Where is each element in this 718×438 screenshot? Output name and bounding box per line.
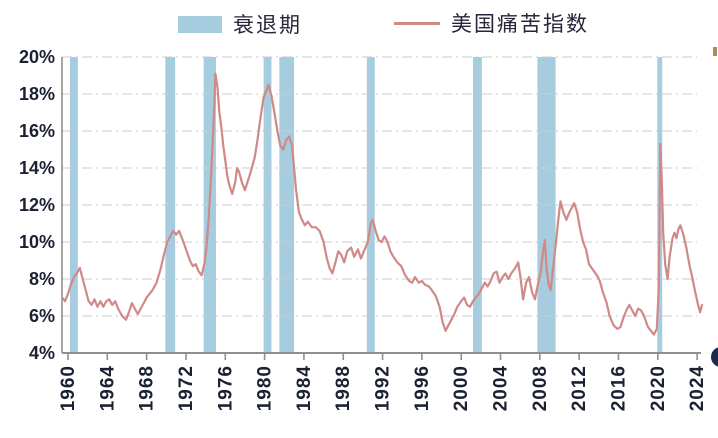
x-tick-label: 1964 [97, 365, 118, 411]
x-tick-label: 1984 [294, 365, 315, 411]
legend-item-misery-index: 美国痛苦指数 [394, 8, 589, 38]
misery-index-line [60, 72, 704, 336]
x-tick-label: 2016 [608, 365, 629, 411]
legend-item-recession: 衰退期 [178, 9, 302, 39]
recession-label: 衰退期 [233, 13, 302, 37]
x-tick-label: 1972 [176, 365, 197, 411]
x-tick-label: 1988 [333, 365, 354, 411]
x-tick-label: 2008 [530, 365, 551, 411]
x-tick-label: 2020 [648, 365, 669, 411]
y-tick-label: 12% [19, 195, 55, 215]
clipped-circle-decoration [711, 347, 718, 367]
y-tick-label: 20% [19, 47, 55, 67]
clipped-mark-decoration [713, 47, 717, 56]
x-tick-label: 2012 [569, 365, 590, 411]
x-tick-label: 2004 [491, 365, 512, 411]
recession-band-swatch-icon [178, 15, 222, 33]
x-tick-label: 1960 [58, 365, 79, 411]
y-tick-label: 14% [19, 158, 55, 178]
x-tick-label: 1976 [215, 365, 236, 411]
y-tick-label: 16% [19, 121, 55, 141]
x-tick-label: 2024 [687, 365, 708, 411]
x-tick-label: 1996 [412, 365, 433, 411]
y-tick-label: 6% [29, 306, 55, 326]
recession-band [69, 57, 78, 353]
x-tick-label: 1992 [373, 365, 394, 411]
x-tick-label: 1968 [137, 365, 158, 411]
series-line-swatch-icon [394, 21, 440, 25]
y-tick-label: 4% [29, 343, 55, 363]
y-tick-label: 10% [19, 232, 55, 252]
x-tick-label: 2000 [451, 365, 472, 411]
y-tick-label: 8% [29, 269, 55, 289]
y-tick-label: 18% [19, 84, 55, 104]
x-tick-label: 1980 [255, 365, 276, 411]
series-label: 美国痛苦指数 [451, 12, 589, 36]
